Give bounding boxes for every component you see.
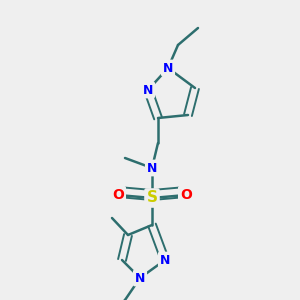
Text: N: N	[135, 272, 145, 284]
Text: N: N	[143, 83, 153, 97]
Text: N: N	[160, 254, 170, 266]
Text: S: S	[146, 190, 158, 206]
Text: O: O	[180, 188, 192, 202]
Text: O: O	[112, 188, 124, 202]
Text: N: N	[163, 61, 173, 74]
Text: N: N	[147, 161, 157, 175]
